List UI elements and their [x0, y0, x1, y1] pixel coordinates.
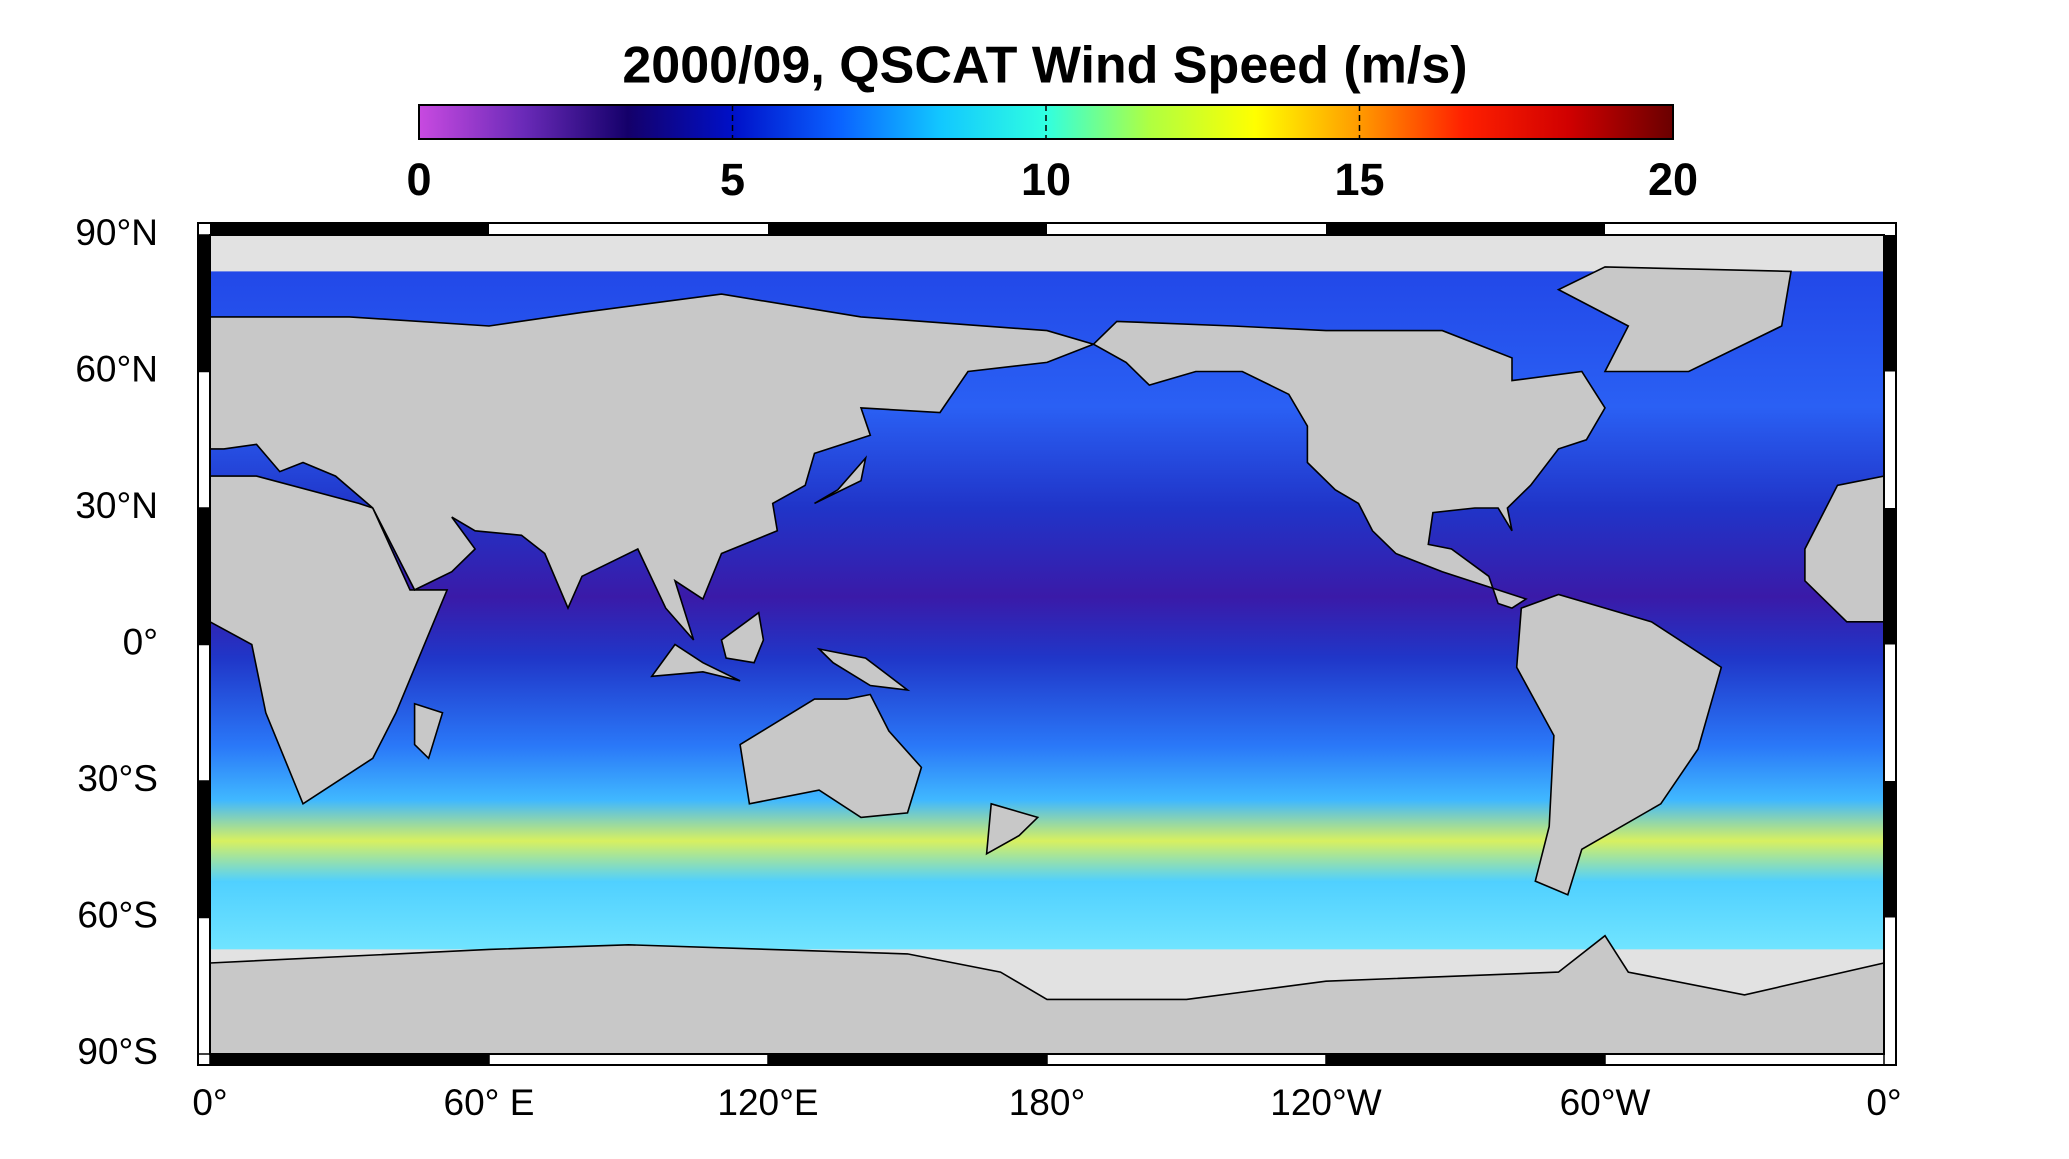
lat-label: 60°S: [77, 894, 158, 935]
land: [720, 611, 765, 664]
lat-label: 0°: [123, 621, 158, 662]
lat-label: 90°N: [75, 212, 158, 253]
frame-bar: [768, 1054, 1047, 1065]
frame-bar: [198, 781, 210, 918]
map: [197, 222, 1897, 1066]
land: [985, 802, 1040, 856]
land: [209, 293, 1096, 641]
frame-bar: [1326, 1054, 1605, 1065]
frame-bar: [198, 508, 210, 645]
land: [816, 647, 911, 692]
land: [1092, 320, 1606, 609]
colorbar-tick-label: 20: [1648, 154, 1698, 205]
frame-bar: [1326, 223, 1605, 235]
frame-bar: [768, 223, 1047, 235]
colorbar-tick-label: 0: [406, 154, 431, 205]
frame-bar: [1884, 781, 1896, 918]
land: [739, 693, 923, 819]
frame-bar: [210, 223, 489, 235]
colorbar-tick-label: 10: [1021, 154, 1071, 205]
colorbar-tick-label: 15: [1334, 154, 1384, 205]
lon-label: 120°E: [717, 1082, 818, 1123]
land: [1556, 266, 1792, 373]
lon-label: 0°: [192, 1082, 227, 1123]
frame-bar: [1884, 235, 1896, 372]
land: [413, 702, 444, 760]
lat-label: 30°N: [75, 485, 158, 526]
lon-label: 180°: [1009, 1082, 1086, 1123]
frame-bar: [198, 235, 210, 372]
title: 2000/09, QSCAT Wind Speed (m/s): [622, 37, 1467, 95]
lon-label: 0°: [1866, 1082, 1901, 1123]
land: [209, 475, 449, 805]
land: [650, 643, 741, 682]
frame-bar: [1884, 508, 1896, 645]
lon-label: 60°W: [1560, 1082, 1651, 1123]
lat-label: 60°N: [75, 348, 158, 389]
lon-label: 120°W: [1270, 1082, 1382, 1123]
lat-label: 30°S: [77, 758, 158, 799]
lat-label: 90°S: [77, 1031, 158, 1072]
land: [1515, 593, 1723, 896]
colorbar-tick-label: 5: [720, 154, 745, 205]
lon-label: 60° E: [444, 1082, 535, 1123]
frame-bar: [210, 1054, 489, 1065]
land: [814, 455, 867, 505]
